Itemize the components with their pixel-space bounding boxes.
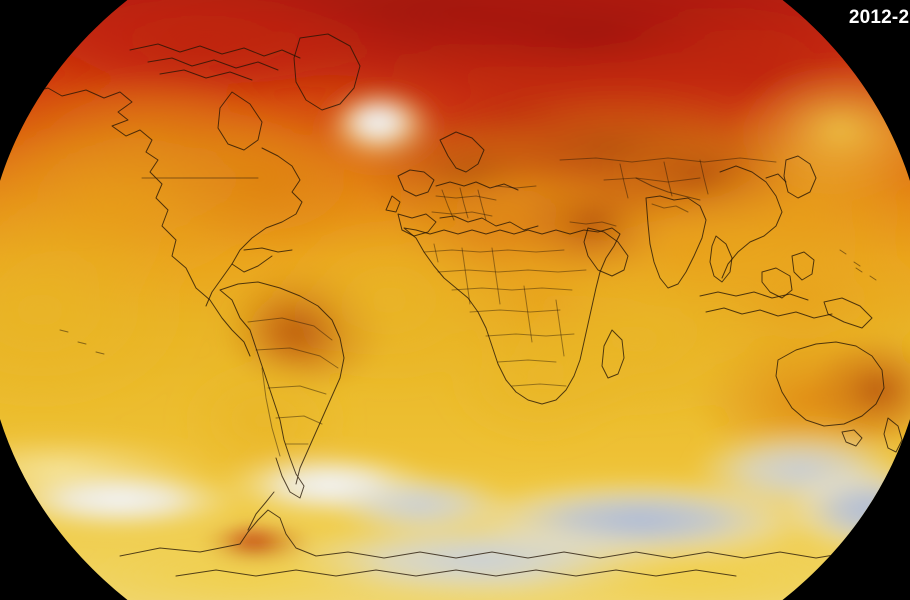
limb-darkening <box>0 0 910 600</box>
globe-projection <box>0 0 910 600</box>
temperature-anomaly-map: 2012-20 <box>0 0 910 600</box>
globe-disc <box>0 0 910 600</box>
